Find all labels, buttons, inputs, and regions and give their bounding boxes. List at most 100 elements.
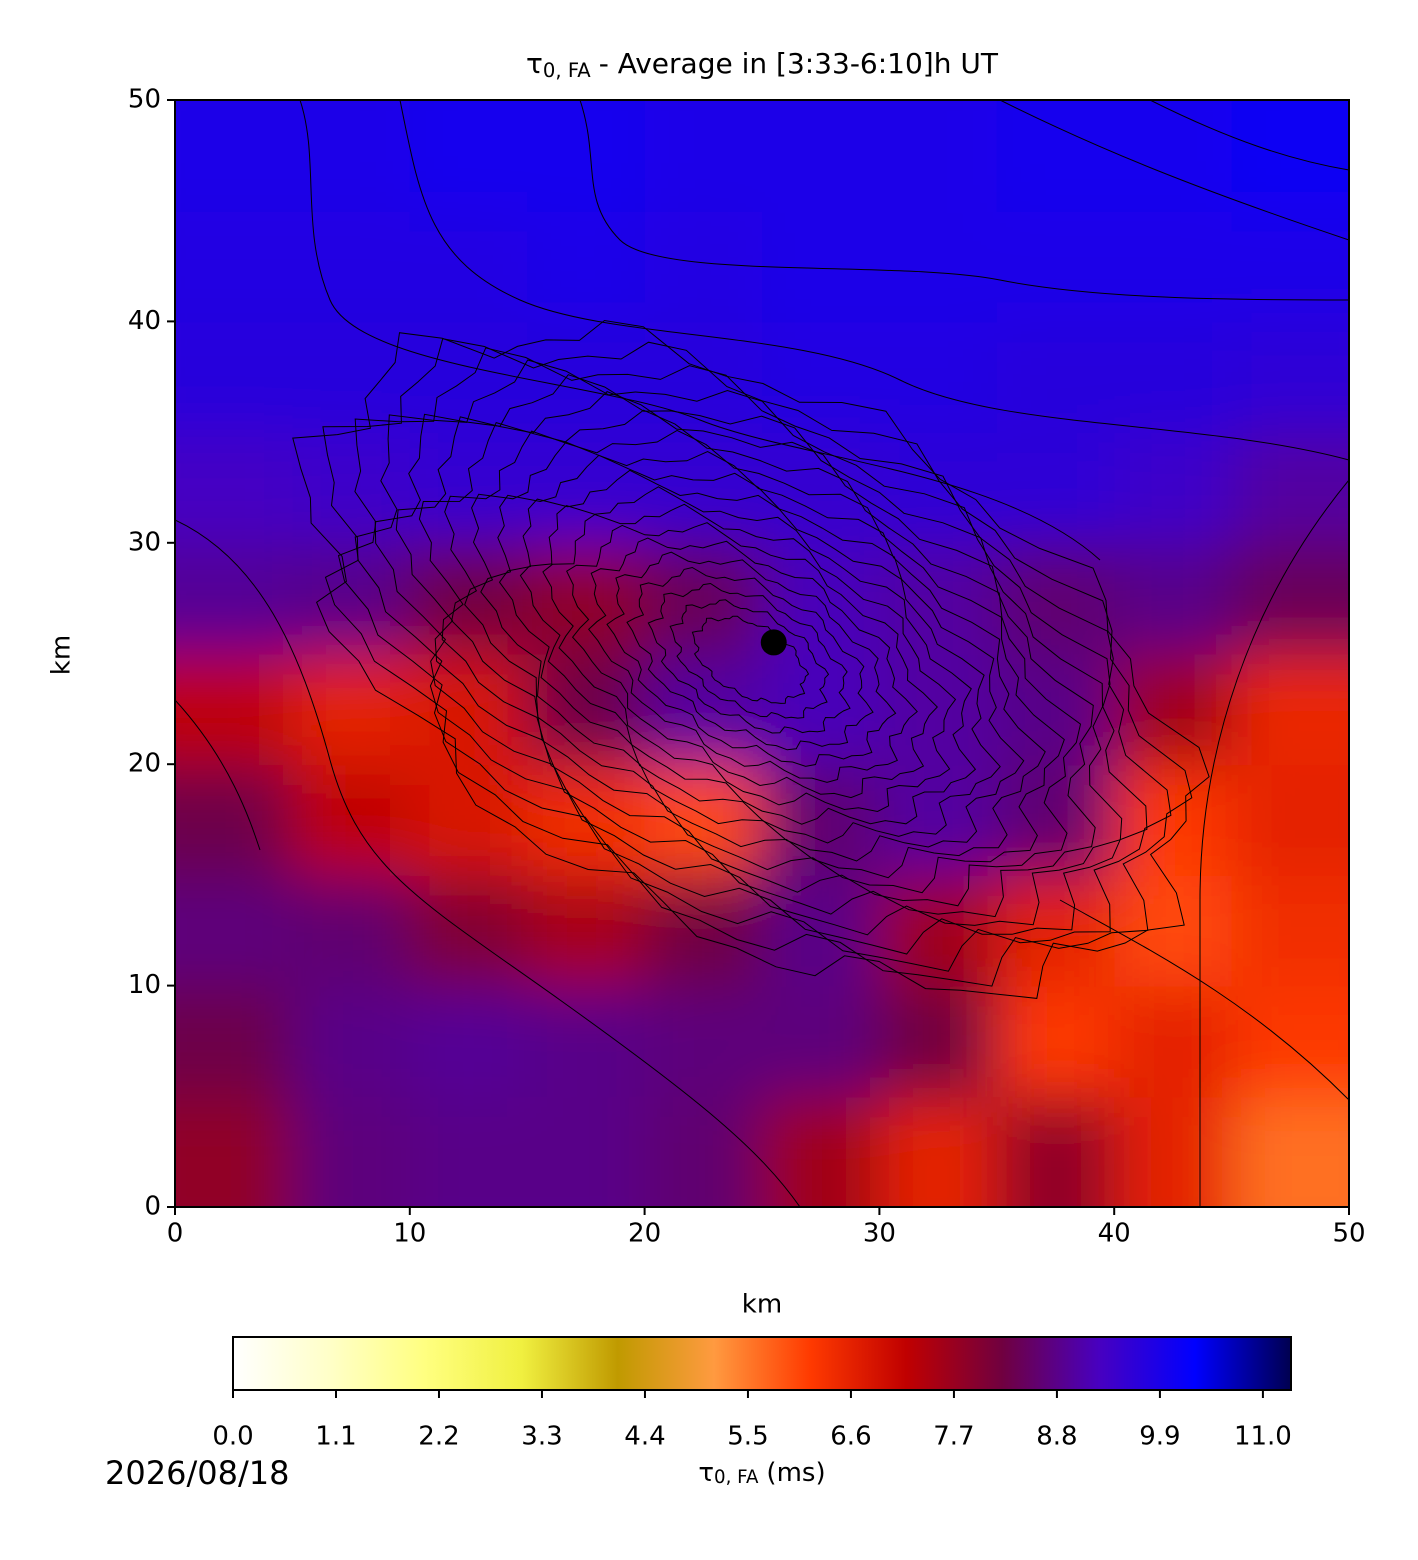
heatmap-cell [762, 653, 881, 766]
heatmap-cell [292, 432, 411, 544]
heatmap-cell [996, 1096, 1116, 1207]
contour-line [337, 347, 1172, 972]
heatmap-cell [527, 874, 646, 987]
heatmap-cell [409, 764, 529, 876]
heatmap-cell [879, 764, 998, 876]
heatmap-cell [1114, 985, 1233, 1098]
x-tick-label: 50 [1332, 1219, 1365, 1249]
heatmap-cell [175, 210, 294, 323]
heatmap-cell [644, 1096, 763, 1207]
heatmap-cell [409, 100, 529, 212]
heatmap-cell [879, 542, 998, 655]
heatmap-cell [996, 985, 1116, 1098]
heatmap-cell [527, 432, 646, 544]
heatmap-cell [175, 542, 294, 655]
colorbar-tick-label: 3.3 [521, 1422, 562, 1452]
contour-line [395, 391, 1096, 918]
colorbar-tick-label: 6.6 [830, 1422, 871, 1452]
heatmap-cell [879, 210, 998, 323]
contour-line [566, 522, 938, 799]
x-tick-label: 0 [167, 1219, 184, 1249]
contour-line [1149, 100, 1349, 171]
contour-line [691, 615, 810, 704]
heatmap-cell [175, 321, 294, 434]
heatmap-cell [996, 100, 1116, 212]
heatmap-cell [879, 100, 998, 212]
heatmap-cell [1231, 321, 1349, 434]
heatmap-cell [1231, 985, 1349, 1098]
contour-line [480, 454, 1025, 862]
colorbar-tick-label: 4.4 [624, 1422, 665, 1452]
y-tick-label: 50 [128, 85, 161, 115]
site-marker [760, 629, 787, 656]
date-label: 2026/08/18 [105, 1454, 289, 1492]
heatmap-cell [527, 985, 646, 1098]
contour-line [418, 409, 1082, 907]
heatmap-cell [409, 210, 529, 323]
plot-frame [174, 99, 1350, 1208]
heatmap-cell [292, 321, 411, 434]
colorbar-tick-label: 2.2 [418, 1422, 459, 1452]
heatmap-cell [879, 321, 998, 434]
heatmap-cell [762, 100, 881, 212]
contour-line [1199, 479, 1349, 1207]
heatmap-cell [409, 874, 529, 987]
x-tick-label: 10 [393, 1219, 426, 1249]
heatmap-cell [1114, 321, 1233, 434]
colorbar-tick-label: 7.7 [933, 1422, 974, 1452]
heatmap-cell [996, 653, 1116, 766]
heatmap-cell [996, 874, 1116, 987]
heatmap-cell [996, 210, 1116, 323]
heatmap-cell [1114, 210, 1233, 323]
contour-line [588, 537, 918, 783]
heatmap-cell [175, 1096, 294, 1207]
heatmap-cell [1231, 653, 1349, 766]
heatmap-cell [644, 210, 763, 323]
contour-line [647, 582, 851, 734]
heatmap-cell [879, 653, 998, 766]
x-tick-label: 40 [1098, 1219, 1131, 1249]
heatmap-cell [292, 653, 411, 766]
contour-line [175, 699, 261, 851]
contour-line [299, 100, 1101, 561]
contour-line [322, 338, 1193, 987]
heatmap-cell [644, 874, 763, 987]
y-axis-label: km [47, 635, 77, 675]
colorbar-tick-label: 11.0 [1234, 1422, 1292, 1452]
contour-line [542, 503, 957, 813]
heatmap-cell [644, 100, 763, 212]
text-part: τ [526, 47, 543, 80]
text-part: - Average in [3:33-6:10]h UT [599, 47, 999, 80]
heatmap-cell [1114, 653, 1233, 766]
contour-line [626, 566, 874, 751]
subscript: 0, FA [714, 1467, 759, 1488]
heatmap-cell [1114, 100, 1233, 212]
heatmap-cell [409, 653, 529, 766]
contour-line [354, 359, 1148, 955]
heatmap-cell [644, 985, 763, 1098]
heatmap-cell [762, 321, 881, 434]
y-tick-label: 0 [144, 1192, 161, 1222]
heatmap-cell [1231, 1096, 1349, 1207]
contour-line [1059, 899, 1349, 1101]
contour-line [669, 599, 830, 719]
text-part: (ms) [766, 1458, 825, 1488]
heatmap-cell [292, 1096, 411, 1207]
contour-line [579, 100, 1349, 301]
x-tick-label: 20 [628, 1219, 661, 1249]
heatmap-cell [1231, 874, 1349, 987]
heatmap [175, 100, 1349, 1207]
heatmap-cell [1231, 100, 1349, 212]
heatmap-cell [644, 432, 763, 544]
contour-line [374, 374, 1123, 936]
y-tick-label: 20 [128, 749, 161, 779]
heatmap-cell [292, 985, 411, 1098]
heatmap-cell [879, 874, 998, 987]
colorbar-tick-label: 8.8 [1036, 1422, 1077, 1452]
heatmap-cell [292, 210, 411, 323]
x-tick-label: 30 [863, 1219, 896, 1249]
contour-line [292, 319, 1210, 999]
contours [175, 100, 1349, 1207]
heatmap-cell [292, 542, 411, 655]
